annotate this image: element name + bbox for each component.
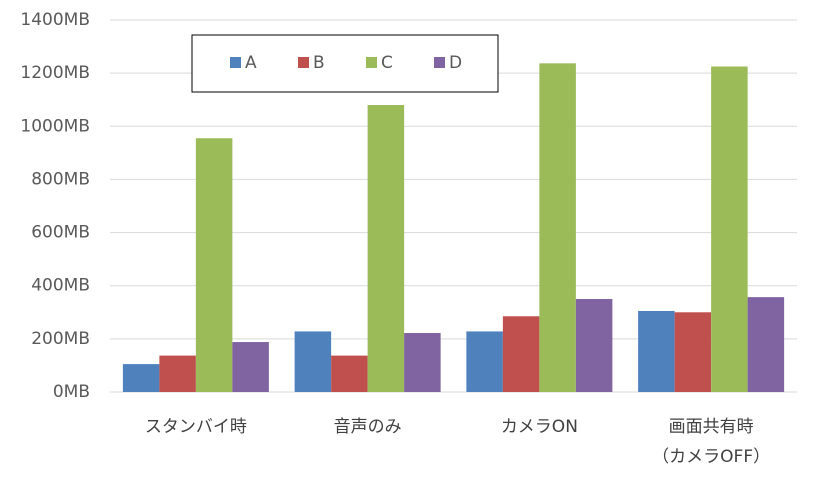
bar [294, 331, 332, 392]
bar [711, 66, 748, 392]
bar [539, 63, 576, 392]
y-tick-label: 800MB [31, 169, 90, 189]
bar [575, 299, 613, 392]
bar [466, 331, 503, 392]
x-tick-label: スタンバイ時 [144, 417, 247, 437]
legend-box [191, 34, 499, 93]
bar [122, 364, 160, 392]
bar [159, 355, 196, 392]
y-tick-label: 200MB [31, 329, 90, 349]
bar [195, 138, 233, 392]
y-tick-label: 1200MB [20, 63, 90, 83]
bar [331, 355, 368, 392]
bar [747, 297, 785, 392]
x-tick-label: 画面共有時 （カメラOFF） [652, 417, 771, 467]
bar [638, 310, 675, 392]
legend-label: A [245, 53, 257, 73]
bar [367, 105, 405, 393]
y-tick-label: 0MB [53, 382, 90, 402]
bar [674, 312, 712, 392]
legend-swatch [366, 57, 377, 68]
legend-swatch [434, 57, 445, 68]
bar [502, 316, 540, 392]
bar [232, 342, 269, 392]
legend-swatch [298, 57, 309, 68]
legend-label: C [381, 53, 393, 73]
y-tick-label: 1400MB [20, 10, 90, 30]
y-tick-label: 600MB [31, 223, 90, 243]
bar [404, 333, 441, 392]
legend-label: D [449, 53, 462, 73]
y-tick-label: 400MB [31, 276, 90, 296]
legend-swatch [230, 57, 241, 68]
x-tick-label: 音声のみ [333, 417, 402, 437]
x-tick-label: カメラON [500, 417, 578, 437]
y-tick-label: 1000MB [20, 116, 90, 136]
legend-label: B [313, 53, 325, 73]
